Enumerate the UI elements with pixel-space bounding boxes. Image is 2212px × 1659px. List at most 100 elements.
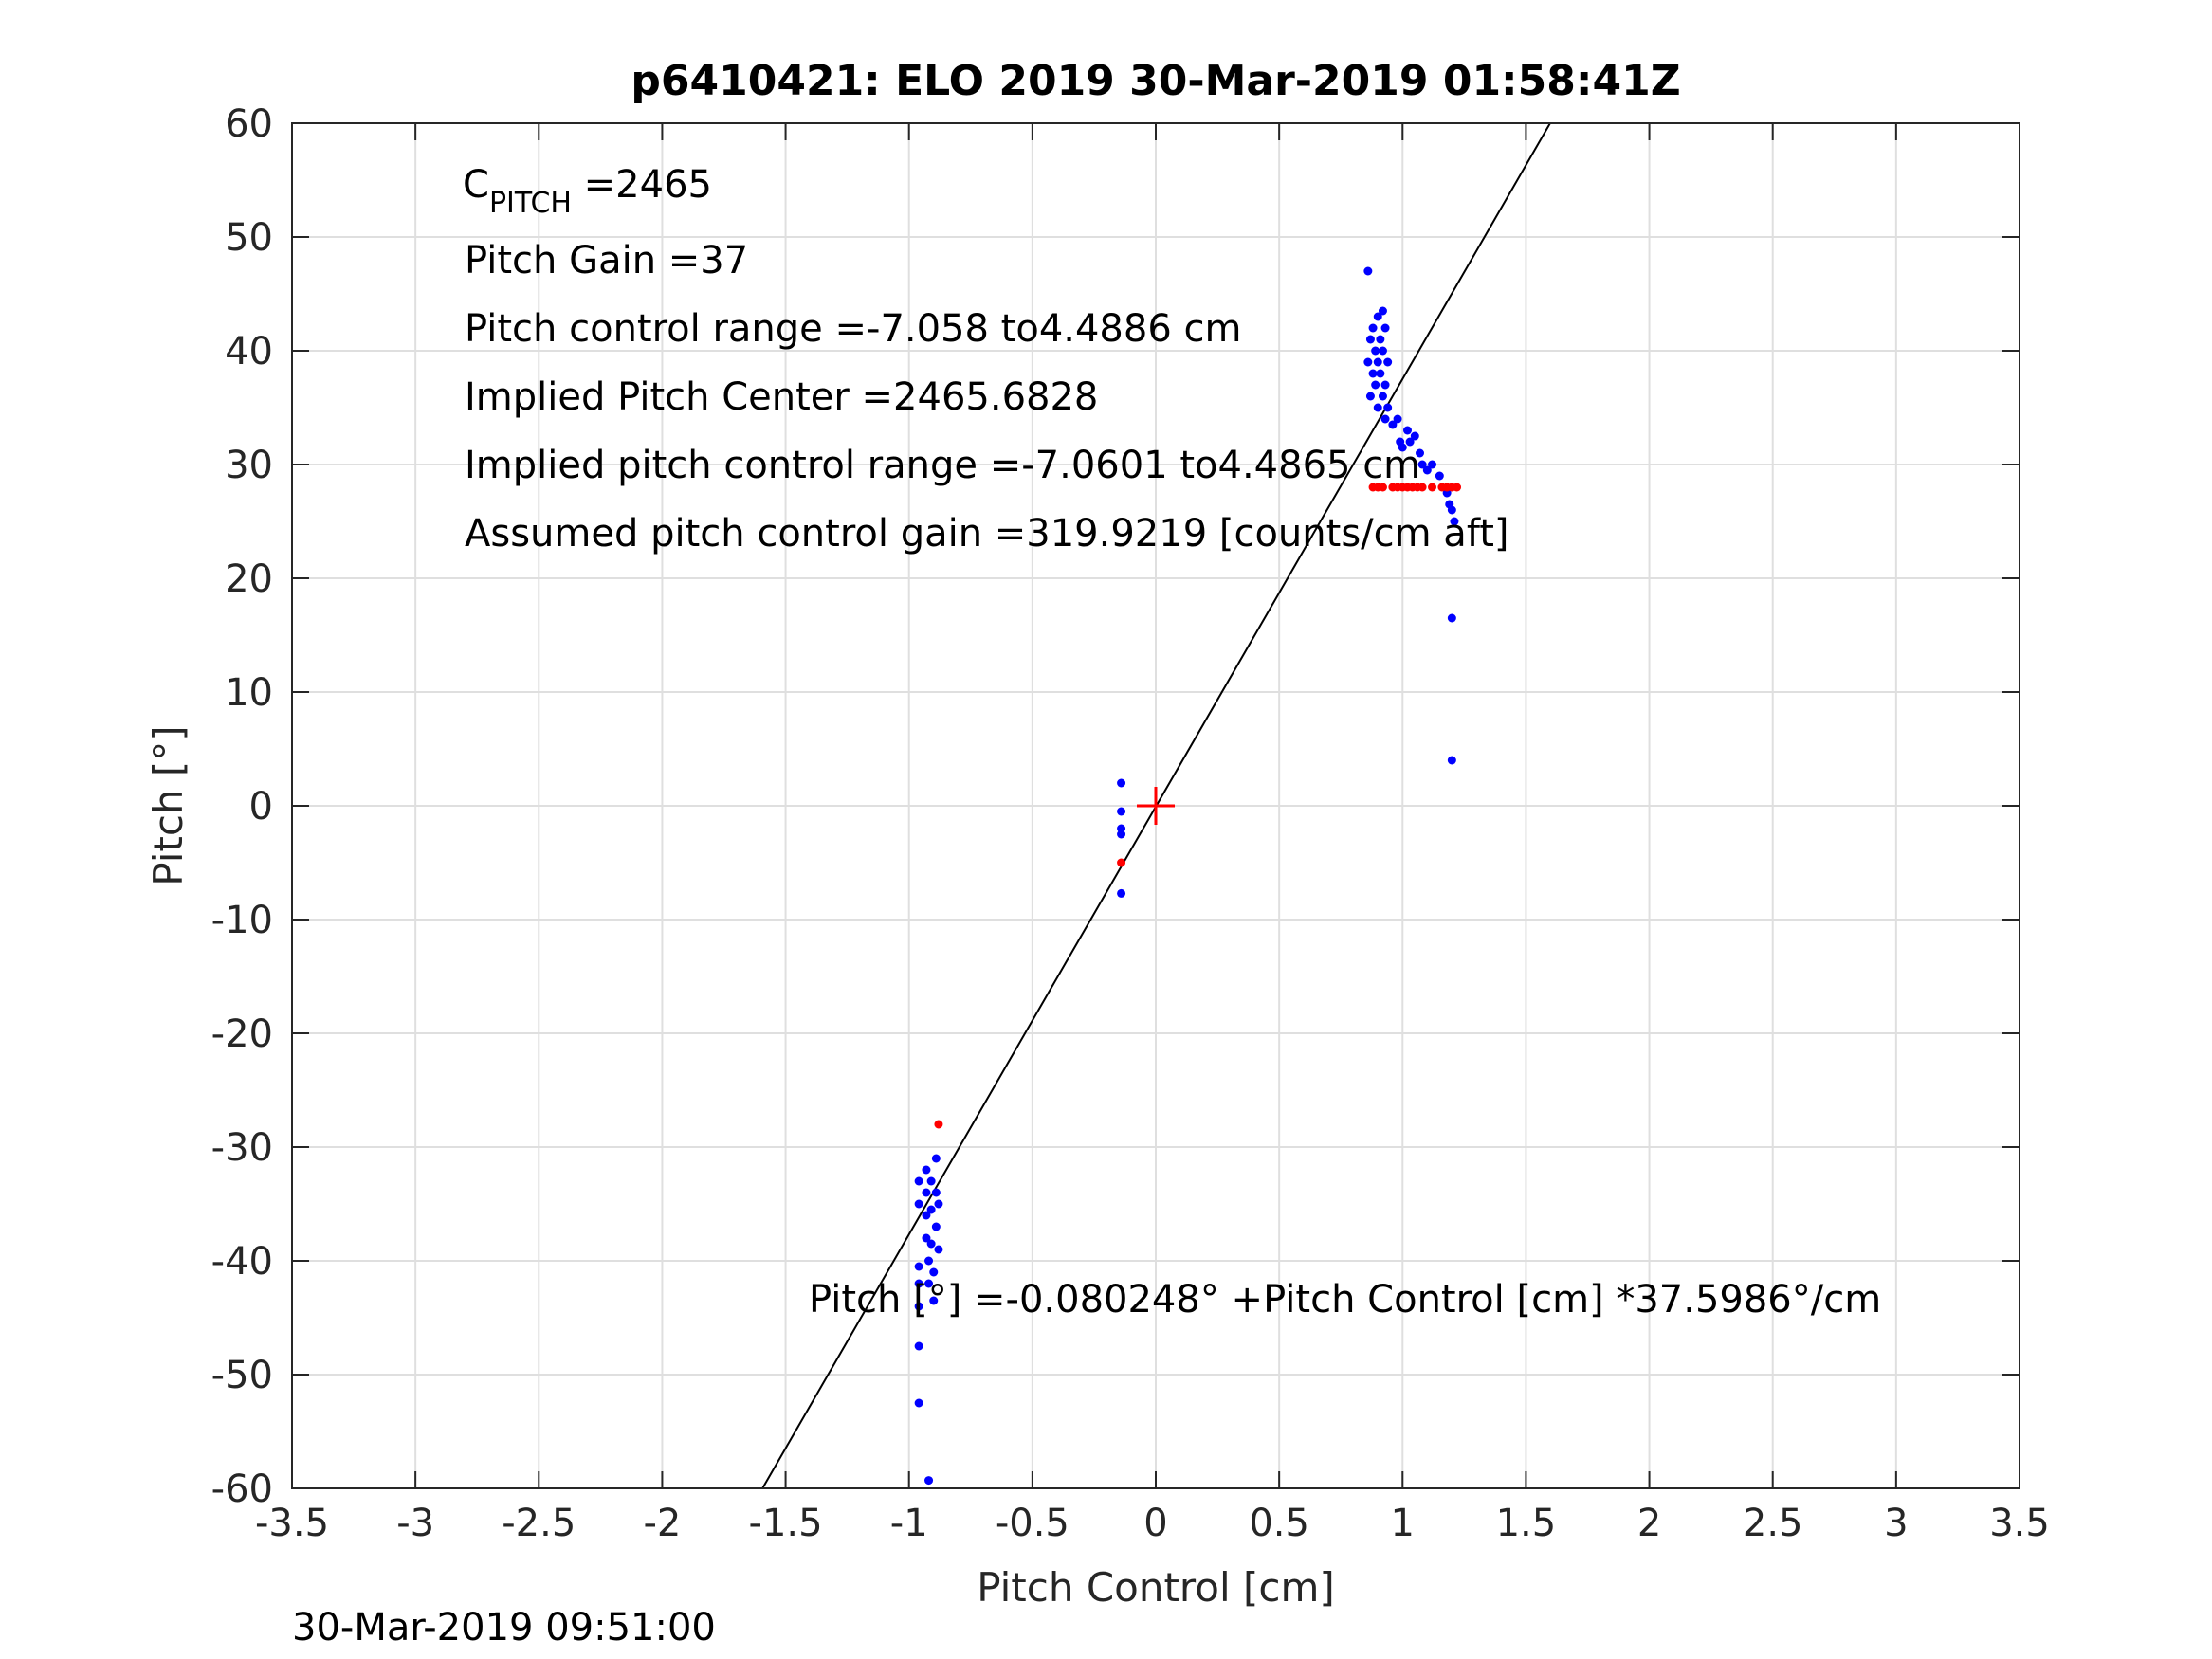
data-point (1450, 517, 1459, 526)
y-tick-label: 20 (225, 557, 273, 601)
y-tick-label: -20 (211, 1012, 273, 1056)
data-point (922, 1165, 931, 1175)
data-point (931, 1222, 941, 1231)
x-tick-label: 2.5 (1743, 1502, 1803, 1545)
data-point (929, 1296, 939, 1305)
data-point (926, 1239, 936, 1249)
ticks: -3.5 -3 -2.5 -2 -1.5 -1 -0.5 0 0.5 1 1.5 2 2.5 3 3.5 -6… (211, 102, 2050, 1545)
y-axis-label: Pitch [°] (145, 725, 192, 885)
data-point (914, 1199, 923, 1209)
data-point (1117, 807, 1126, 816)
data-points (914, 266, 1462, 1486)
c-pitch-letter: C (463, 163, 489, 207)
point-series-1 (934, 483, 1462, 1129)
data-point (922, 1233, 931, 1243)
data-point (914, 1176, 923, 1186)
x-tick-label: -2 (643, 1502, 681, 1545)
y-tick-label: -30 (211, 1126, 273, 1170)
data-point (926, 1176, 936, 1186)
timestamp: 30-Mar-2019 09:51:00 (292, 1606, 716, 1650)
data-point (1368, 323, 1378, 333)
data-point (1365, 392, 1375, 401)
y-tick-label: 50 (225, 216, 273, 260)
data-point (1410, 431, 1419, 441)
data-point (1453, 483, 1462, 492)
x-tick-label: -1 (890, 1502, 928, 1545)
y-tick-label: -60 (211, 1468, 273, 1511)
data-point (924, 1256, 934, 1266)
assumed-gain-annotation: Assumed pitch control gain =319.9219 [co… (465, 512, 1508, 556)
x-tick-label: -2.5 (502, 1502, 576, 1545)
implied-pitch-range-annotation: Implied pitch control range =-7.0601 to4… (465, 444, 1420, 487)
annotation-block: CPITCH =2465 Pitch Gain =37 Pitch contro… (463, 163, 1508, 556)
data-point (1365, 335, 1375, 344)
x-tick-label: 0.5 (1249, 1502, 1309, 1545)
pitch-gain-annotation: Pitch Gain =37 (465, 239, 748, 283)
data-point (1378, 392, 1387, 401)
data-point (1117, 830, 1126, 839)
x-tick-label: -3 (396, 1502, 434, 1545)
point-series-0 (914, 266, 1459, 1486)
data-point (929, 1267, 939, 1277)
implied-pitch-center-annotation: Implied Pitch Center =2465.6828 (465, 375, 1098, 419)
data-point (1371, 380, 1380, 390)
x-axis-label: Pitch Control [cm] (977, 1564, 1335, 1611)
y-tick-label: -50 (211, 1354, 273, 1397)
c-pitch-value: =2465 (572, 163, 712, 207)
data-point (1398, 443, 1407, 452)
data-point (914, 1279, 923, 1288)
data-point (1373, 357, 1382, 367)
data-point (1422, 465, 1432, 475)
y-tick-label: 0 (249, 785, 273, 829)
data-point (1405, 437, 1415, 447)
data-point (1417, 460, 1427, 469)
data-point (1435, 471, 1444, 481)
y-tick-label: -40 (211, 1240, 273, 1284)
data-point (1447, 613, 1456, 623)
data-point (1376, 335, 1385, 344)
data-point (1416, 448, 1425, 458)
data-point (1380, 414, 1390, 424)
data-point (934, 1245, 943, 1254)
data-point (1447, 505, 1456, 515)
data-point (1388, 420, 1398, 429)
y-tick-label: -10 (211, 899, 273, 942)
x-tick-label: -3.5 (255, 1502, 329, 1545)
data-point (1363, 266, 1373, 276)
data-point (1417, 483, 1427, 492)
chart-title: p6410421: ELO 2019 30-Mar-2019 01:58:41Z (631, 57, 1680, 105)
x-tick-label: -1.5 (749, 1502, 823, 1545)
data-point (1428, 460, 1437, 469)
data-point (924, 1279, 934, 1288)
y-tick-label: 40 (225, 330, 273, 374)
data-point (1380, 380, 1390, 390)
data-point (914, 1341, 923, 1351)
data-point (1383, 357, 1393, 367)
data-point (1402, 426, 1412, 435)
center-marker-layer (1137, 787, 1175, 825)
data-point (931, 1188, 941, 1197)
data-point (934, 1199, 943, 1209)
c-pitch-annotation: CPITCH =2465 (463, 163, 712, 220)
data-point (1380, 323, 1390, 333)
data-point (1447, 756, 1456, 765)
data-point (1117, 778, 1126, 788)
data-point (934, 1120, 943, 1129)
data-point (1378, 306, 1387, 316)
data-point (1117, 888, 1126, 898)
y-tick-label: 10 (225, 671, 273, 715)
data-point (1393, 414, 1402, 424)
x-tick-label: 3.5 (1989, 1502, 2050, 1545)
y-tick-label: 30 (225, 444, 273, 487)
data-point (926, 1205, 936, 1214)
data-point (1363, 357, 1373, 367)
data-point (914, 1302, 923, 1311)
fit-equation: Pitch [°] =-0.080248° +Pitch Control [cm… (809, 1278, 1881, 1322)
data-point (1378, 483, 1387, 492)
data-point (1376, 369, 1385, 378)
data-point (1371, 346, 1380, 356)
x-tick-label: 0 (1143, 1502, 1167, 1545)
x-tick-label: 3 (1884, 1502, 1908, 1545)
x-tick-label: 2 (1637, 1502, 1661, 1545)
